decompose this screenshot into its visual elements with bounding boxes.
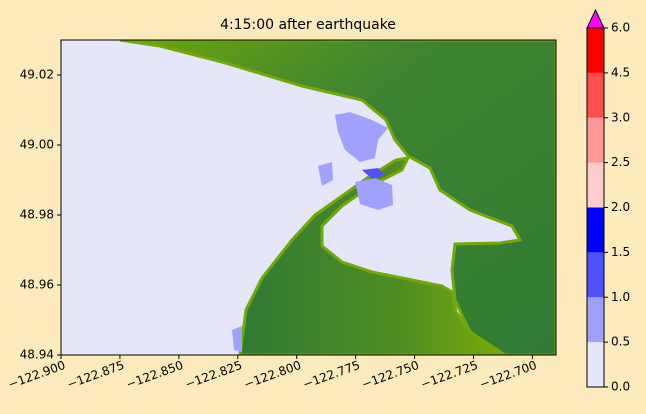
colorbar-bin: [587, 28, 604, 73]
colorbar-bin: [587, 117, 604, 163]
colorbar-tick-label: 0.5: [611, 335, 630, 349]
colorbar-bin: [587, 207, 604, 253]
colorbar-tick-label: 1.0: [611, 290, 630, 304]
intertidal: [335, 112, 388, 162]
colorbar-tick-label: 1.5: [611, 245, 630, 259]
chart-title: 4:15:00 after earthquake: [220, 17, 396, 33]
colorbar-tick-label: 4.5: [611, 65, 630, 79]
colorbar-bin: [587, 162, 604, 208]
land-peninsula: [238, 156, 508, 355]
y-tick-label: 48.98: [20, 208, 54, 222]
colorbar-bin: [587, 342, 604, 387]
colorbar-tick-label: 2.0: [611, 200, 630, 214]
colorbar-tick-label: 2.5: [611, 155, 630, 169]
colorbar-tick-label: 6.0: [611, 21, 630, 35]
intertidal: [318, 162, 333, 186]
y-tick-label: 48.96: [20, 278, 54, 292]
intertidal: [232, 326, 242, 352]
colorbar-tick-label: 0.0: [611, 380, 630, 394]
y-tick-label: 49.02: [20, 68, 54, 82]
intertidal: [355, 178, 393, 210]
colorbar-bin: [587, 297, 604, 343]
axes-frame: [60, 39, 557, 356]
channel: [362, 168, 385, 179]
colorbar-bin: [587, 72, 604, 118]
colorbar-tick-label: 3.0: [611, 110, 630, 124]
y-tick-label: 49.00: [20, 138, 54, 152]
y-tick-label: 48.94: [20, 348, 54, 362]
map: [60, 39, 557, 356]
colorbar-bin: [587, 252, 604, 298]
